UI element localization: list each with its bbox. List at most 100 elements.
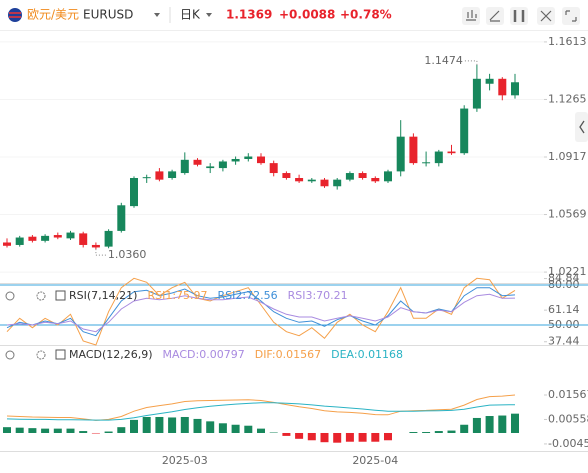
candle-body: [66, 232, 75, 239]
macd-bar: [434, 431, 443, 433]
candle-body: [472, 78, 481, 109]
candle-body: [485, 78, 494, 84]
candle-body: [15, 237, 24, 245]
candle-body: [130, 177, 138, 207]
macd-bar: [231, 424, 240, 433]
tool-icon: [565, 10, 577, 22]
candle-body: [371, 177, 380, 182]
candle-body: [193, 159, 202, 165]
macd-bar: [41, 428, 50, 433]
annotation: 1.0360: [108, 248, 146, 261]
candle-body: [511, 82, 519, 96]
legend-entry: DIF:0.01567: [255, 348, 321, 361]
macd-bar: [79, 431, 88, 433]
pair-name[interactable]: 欧元/美元: [27, 8, 79, 22]
y-tick-label: -0.00451: [548, 437, 588, 450]
y-tick-label: 1.0917: [548, 150, 587, 163]
candle-body: [307, 179, 316, 182]
macd-bar: [193, 418, 202, 433]
candle-body: [384, 171, 392, 182]
candle-body: [282, 173, 291, 178]
tool-button[interactable]: [486, 7, 504, 25]
macd-bar: [460, 424, 469, 433]
x-tick-label: 2025-04: [352, 454, 398, 467]
candle-body: [206, 166, 215, 169]
candle-body: [396, 136, 405, 172]
period[interactable]: 日K: [180, 8, 201, 22]
toolbar: 欧元/美元 EURUSD 日K 1.1369 +0.0088 +0.78%: [0, 7, 588, 31]
side-toggle[interactable]: [575, 112, 588, 142]
macd-bar: [485, 416, 494, 433]
price: 1.1369: [226, 8, 272, 22]
candle-body: [104, 230, 113, 247]
candle-body: [320, 179, 329, 187]
candle-body: [257, 156, 265, 164]
macd-bar: [168, 417, 177, 433]
candle-body: [3, 242, 11, 246]
indicator-line: [6, 293, 516, 333]
side-toggle-icon: [579, 120, 585, 134]
tool-icon: [513, 10, 525, 22]
legend-entry: RSI1:75.97: [147, 289, 207, 302]
legend-entry: RSI3:70.21: [288, 289, 348, 302]
macd-bar: [218, 423, 227, 433]
macd-bar: [307, 432, 316, 441]
tool-button[interactable]: [510, 7, 528, 25]
macd-bar: [320, 432, 329, 443]
macd-bar: [244, 425, 253, 433]
settings-icon: [36, 350, 46, 360]
macd-bar: [358, 432, 367, 442]
candle-body: [53, 235, 62, 238]
macd-bar: [345, 432, 354, 442]
tool-button[interactable]: [562, 7, 580, 25]
macd-bar: [3, 427, 11, 433]
annotation-leader: [95, 249, 106, 256]
candle-body: [333, 179, 342, 187]
macd-bar: [53, 428, 62, 433]
y-tick-label: 1.1265: [548, 92, 587, 105]
candle-body: [422, 162, 431, 164]
macd-bar: [371, 432, 380, 442]
dropdown-arrow[interactable]: [206, 13, 212, 17]
visibility-icon: [5, 350, 15, 360]
candle-body: [447, 151, 456, 154]
indicator-line: [6, 402, 516, 421]
flag-stripes: [9, 12, 21, 18]
visibility-icon: [5, 291, 15, 301]
candle-body: [244, 156, 253, 159]
candle-body: [231, 158, 240, 162]
annotation: 1.1474: [424, 54, 463, 67]
candle-body: [142, 177, 151, 179]
macd-bar: [409, 432, 418, 433]
tool-button[interactable]: [462, 7, 480, 25]
tool-icon: [489, 10, 500, 22]
macd-bar: [384, 432, 392, 441]
candle-body: [91, 244, 100, 248]
indicator-line: [6, 277, 516, 346]
macd-bar: [511, 413, 519, 433]
candle-body: [269, 163, 278, 174]
candle-body: [180, 159, 189, 174]
legend-entry: RSI2:72.56: [218, 289, 278, 302]
candle-body: [358, 173, 367, 178]
candle-body: [168, 171, 177, 178]
macd-bar: [130, 419, 138, 433]
y-tick-label: 37.44: [548, 335, 580, 348]
pair-symbol[interactable]: EURUSD: [83, 8, 133, 22]
candle-body: [28, 236, 37, 241]
dropdown-arrow[interactable]: [154, 13, 160, 17]
candle-body: [79, 233, 88, 245]
legend-entry: MACD:0.00797: [163, 348, 245, 361]
y-tick-label: 1.0221: [548, 265, 587, 278]
candle-body: [345, 173, 354, 180]
y-tick-label: 0.01567: [548, 388, 588, 401]
checkbox[interactable]: [55, 290, 66, 301]
candle-body: [117, 205, 126, 231]
macd-bar: [142, 416, 151, 433]
settings-icon: [36, 291, 46, 301]
macd-bar: [295, 432, 304, 439]
tool-icon: [540, 10, 552, 22]
checkbox[interactable]: [55, 349, 66, 360]
tool-icon: [466, 10, 477, 21]
candle-body: [409, 136, 418, 164]
